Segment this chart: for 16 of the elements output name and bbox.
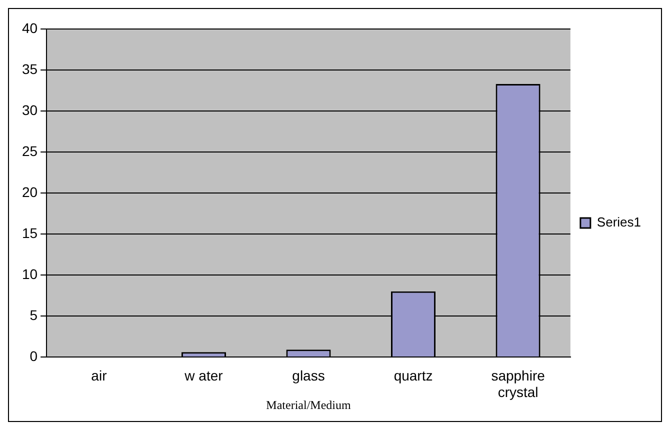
x-tick-label: quartz: [394, 367, 433, 384]
y-tick-label: 40: [22, 20, 38, 36]
y-tick-label: 25: [22, 142, 38, 159]
y-tick-label: 15: [22, 224, 38, 241]
y-tick-label: 0: [30, 348, 38, 364]
y-tick-label: 10: [22, 266, 38, 282]
y-tick-label: 5: [30, 306, 38, 323]
x-tick-label: sapphire crystal: [491, 367, 546, 400]
x-tick-label: air: [91, 367, 108, 384]
y-tick-label: 30: [22, 102, 38, 118]
x-axis-title: Material/Medium: [266, 398, 352, 412]
x-tick-label: w ater: [184, 367, 224, 384]
y-tick-label: 35: [22, 60, 38, 77]
y-tick-label: 20: [22, 184, 38, 200]
x-tick-label: glass: [292, 367, 325, 384]
legend-label: Series1: [596, 214, 641, 230]
